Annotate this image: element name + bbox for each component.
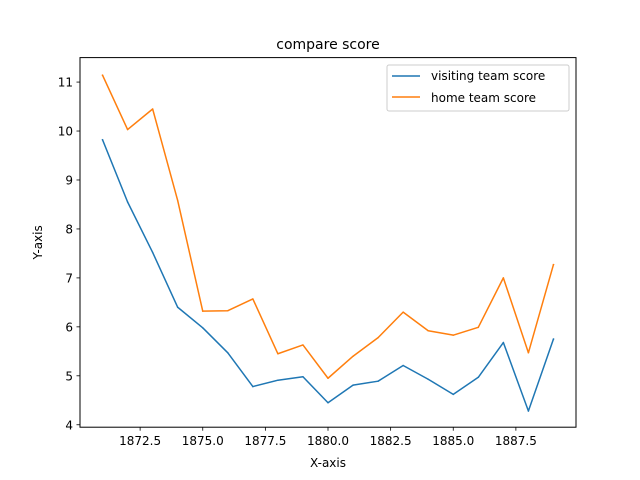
legend-box bbox=[386, 64, 570, 112]
data-point bbox=[126, 128, 129, 131]
data-point bbox=[151, 108, 154, 110]
data-point bbox=[377, 336, 379, 339]
data-point bbox=[527, 410, 530, 412]
x-tick-label: 1877.5 bbox=[244, 434, 286, 448]
data-point bbox=[552, 263, 555, 266]
y-tick-label: 10 bbox=[58, 125, 73, 139]
data-point bbox=[227, 309, 229, 312]
data-point bbox=[502, 277, 505, 279]
y-axis-label: Y-axis bbox=[31, 225, 45, 260]
data-point bbox=[402, 364, 404, 367]
y-tick-label: 9 bbox=[65, 173, 73, 187]
legend: visiting team score home team score bbox=[386, 64, 570, 112]
data-point bbox=[101, 74, 104, 76]
y-tick-label: 11 bbox=[58, 76, 73, 90]
data-point bbox=[452, 334, 455, 336]
legend-label-home: home team score bbox=[431, 91, 536, 105]
data-point bbox=[502, 341, 505, 344]
x-tick-label: 1882.5 bbox=[370, 434, 412, 448]
data-point bbox=[176, 306, 179, 309]
data-point bbox=[327, 377, 329, 379]
data-point bbox=[452, 393, 455, 396]
data-point bbox=[277, 353, 279, 355]
x-tick-label: 1880.0 bbox=[307, 434, 349, 448]
plot-frame bbox=[79, 57, 577, 428]
data-point bbox=[477, 326, 480, 329]
x-axis-label: X-axis bbox=[310, 456, 346, 470]
data-point bbox=[427, 378, 429, 380]
x-tick-label: 1875.0 bbox=[182, 434, 224, 448]
data-point bbox=[252, 298, 254, 300]
data-point bbox=[227, 352, 229, 354]
data-point bbox=[101, 139, 104, 141]
data-point bbox=[377, 380, 379, 382]
legend-label-visiting: visiting team score bbox=[431, 69, 545, 83]
y-tick-label: 4 bbox=[65, 418, 73, 432]
data-point bbox=[126, 201, 129, 203]
data-point bbox=[201, 310, 204, 312]
x-tick-label: 1872.5 bbox=[119, 434, 161, 448]
y-tick-label: 6 bbox=[65, 320, 73, 334]
x-tick-label: 1887.5 bbox=[495, 434, 537, 448]
y-tick-label: 8 bbox=[65, 222, 73, 236]
y-tick-label: 5 bbox=[65, 369, 73, 383]
data-point bbox=[252, 385, 254, 388]
data-point bbox=[402, 311, 404, 313]
data-point bbox=[302, 376, 304, 378]
data-point bbox=[327, 401, 329, 404]
data-point bbox=[552, 338, 555, 340]
data-point bbox=[201, 327, 204, 329]
chart-title: compare score bbox=[276, 37, 380, 53]
data-point bbox=[477, 376, 480, 379]
lines-layer bbox=[101, 74, 555, 412]
data-point bbox=[151, 251, 154, 254]
ticks-layer: 1872.5 1875.0 1877.5 1880.0 1882.5 1885.0 1887… bbox=[58, 76, 537, 449]
data-point bbox=[527, 352, 530, 354]
data-point bbox=[352, 384, 354, 386]
series-line-home bbox=[101, 74, 555, 379]
series-line-visiting bbox=[101, 138, 555, 412]
data-point bbox=[277, 379, 279, 381]
data-point bbox=[176, 199, 179, 202]
y-tick-label: 7 bbox=[65, 271, 73, 285]
data-point bbox=[352, 355, 354, 357]
data-point bbox=[427, 330, 429, 332]
x-tick-label: 1885.0 bbox=[432, 434, 474, 448]
data-point bbox=[302, 344, 304, 346]
